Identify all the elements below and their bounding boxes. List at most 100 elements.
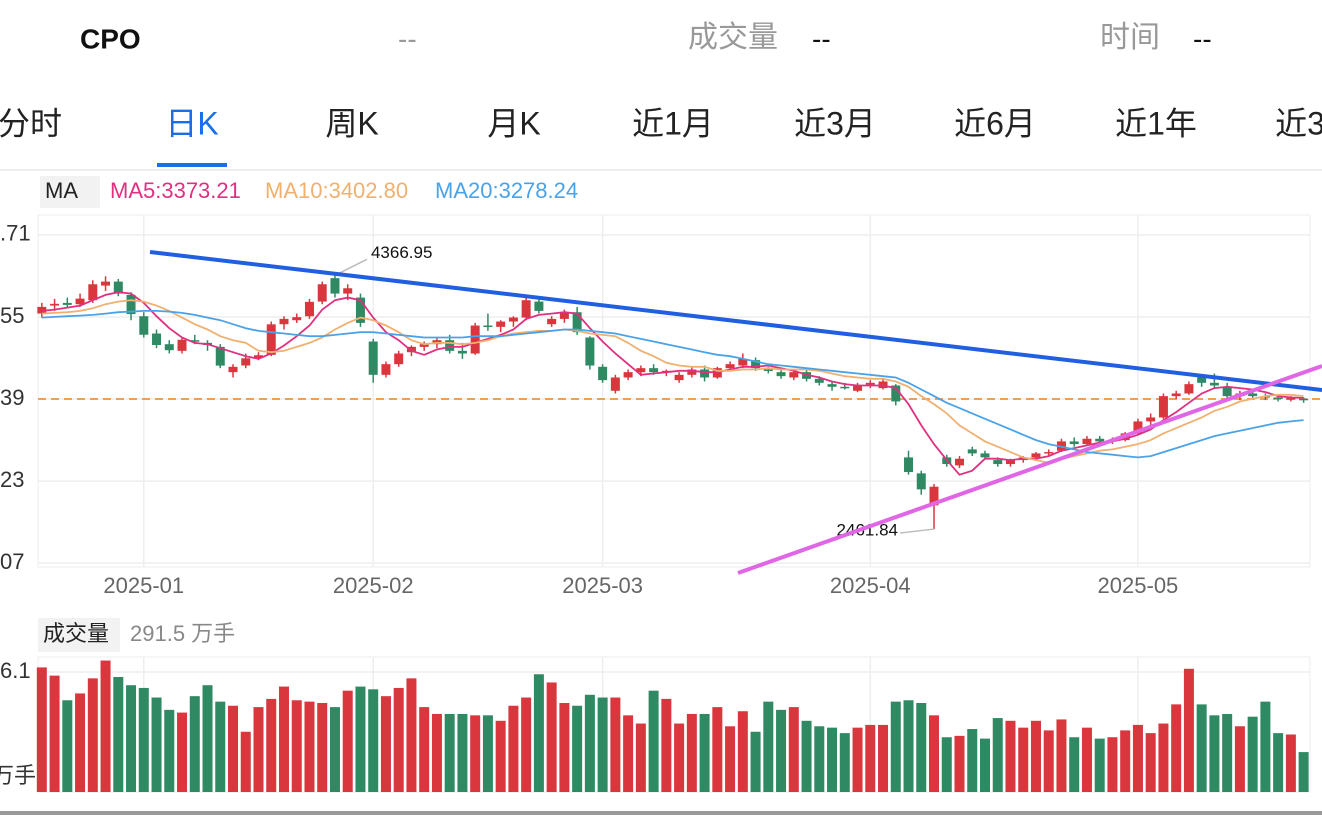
candle-body bbox=[457, 350, 467, 354]
candle-body bbox=[190, 340, 200, 342]
candle-body bbox=[853, 384, 863, 391]
candle-body bbox=[113, 281, 123, 294]
volume-bar bbox=[546, 682, 557, 792]
volume: -- bbox=[812, 23, 831, 54]
volume-bar bbox=[164, 709, 175, 792]
volume-bar bbox=[1107, 737, 1118, 792]
tab[interactable]: 近3 bbox=[1275, 105, 1322, 141]
volume-bar bbox=[750, 731, 761, 792]
candle-body bbox=[521, 300, 531, 318]
symbol: CPO bbox=[80, 23, 141, 54]
x-tick-label: 2025-05 bbox=[1098, 573, 1179, 598]
volume-bar bbox=[941, 737, 952, 792]
candle-body bbox=[1286, 398, 1296, 400]
tab-underline bbox=[157, 163, 227, 167]
volume-bar bbox=[113, 676, 124, 792]
y-tick-label: 6.1 bbox=[0, 658, 31, 683]
volume-bar bbox=[1171, 704, 1182, 792]
volume-bar bbox=[839, 733, 850, 792]
volume-title-box bbox=[38, 618, 120, 652]
volume-bar bbox=[431, 713, 442, 792]
high-label: 4366.95 bbox=[371, 243, 432, 262]
volume-bar bbox=[317, 703, 328, 792]
volume-bar bbox=[1298, 752, 1309, 792]
candle-body bbox=[445, 340, 455, 351]
volume-bar bbox=[686, 713, 697, 792]
volume-bar bbox=[954, 735, 965, 792]
y-tick-label: .71 bbox=[0, 221, 31, 246]
volume-bar bbox=[1273, 733, 1284, 792]
volume-bar bbox=[266, 698, 277, 792]
candle-body bbox=[929, 486, 939, 506]
volume-bar bbox=[788, 707, 799, 792]
candle-body bbox=[508, 317, 518, 322]
indicator[interactable]: MA bbox=[45, 178, 78, 203]
volume-bar bbox=[712, 707, 723, 792]
candle-body bbox=[1133, 421, 1143, 434]
volume-bar bbox=[177, 712, 188, 792]
volume-bar bbox=[228, 705, 239, 792]
candle-body bbox=[954, 458, 964, 466]
candle-body bbox=[1044, 452, 1054, 454]
volume-bar bbox=[342, 690, 353, 792]
candle-body bbox=[241, 358, 251, 366]
ma-line bbox=[41, 291, 1304, 476]
candle-body bbox=[1031, 453, 1041, 458]
tab[interactable]: 分时 bbox=[0, 105, 62, 141]
tab[interactable]: 周K bbox=[325, 105, 378, 141]
volume-bar bbox=[559, 703, 570, 792]
tab[interactable]: 近6月 bbox=[954, 105, 1036, 141]
volume-bar bbox=[1120, 730, 1131, 792]
volume-bar bbox=[737, 711, 748, 792]
candle-body bbox=[368, 341, 378, 375]
volume-bar bbox=[878, 724, 889, 792]
volume-bar bbox=[508, 705, 519, 792]
candle-body bbox=[751, 360, 761, 369]
tab[interactable]: 月K bbox=[487, 105, 540, 141]
candle-body bbox=[1248, 393, 1258, 397]
candle-body bbox=[470, 325, 480, 354]
candle-body bbox=[674, 374, 684, 381]
volume-bar bbox=[291, 700, 302, 792]
volume-bar bbox=[1234, 726, 1245, 792]
candle-body bbox=[292, 317, 302, 321]
candle-body bbox=[572, 312, 582, 333]
x-tick-label: 2025-02 bbox=[333, 573, 414, 598]
tab[interactable]: 近1年 bbox=[1115, 105, 1197, 141]
candle-body bbox=[228, 366, 238, 373]
candle-body bbox=[814, 378, 824, 383]
candle-body bbox=[50, 303, 60, 306]
volume-bar bbox=[1145, 733, 1156, 792]
tab[interactable]: 近1月 bbox=[632, 105, 714, 141]
candle-body bbox=[164, 344, 174, 351]
tab[interactable]: 日K bbox=[165, 105, 218, 141]
volume-bar bbox=[138, 687, 149, 792]
y-tick-label: 07 bbox=[0, 549, 24, 574]
candle-body bbox=[355, 297, 365, 323]
candle-body bbox=[279, 318, 289, 325]
volume-bar bbox=[495, 720, 506, 792]
candle-body bbox=[1146, 417, 1156, 422]
volume-bar bbox=[75, 693, 86, 792]
volume-bar bbox=[1018, 727, 1029, 792]
volume-bar bbox=[648, 690, 659, 792]
indicator-box[interactable] bbox=[40, 176, 100, 208]
price: -- bbox=[398, 23, 417, 54]
tab[interactable]: 近3月 bbox=[794, 105, 876, 141]
candle-body bbox=[101, 281, 111, 286]
volume-bar bbox=[801, 720, 812, 792]
candle-body bbox=[827, 384, 837, 387]
volume-bar bbox=[240, 731, 251, 792]
volume-bar bbox=[674, 723, 685, 792]
volume-bar bbox=[329, 707, 340, 792]
candle-body bbox=[126, 294, 136, 315]
ma-line bbox=[41, 310, 1304, 459]
x-tick-label: 2025-04 bbox=[830, 573, 911, 598]
candle-body bbox=[725, 364, 735, 369]
candle-body bbox=[1158, 396, 1168, 418]
volume-bar bbox=[610, 697, 621, 792]
volume-bar bbox=[1056, 719, 1067, 792]
candle-body bbox=[304, 301, 314, 317]
candle-body bbox=[266, 324, 276, 355]
